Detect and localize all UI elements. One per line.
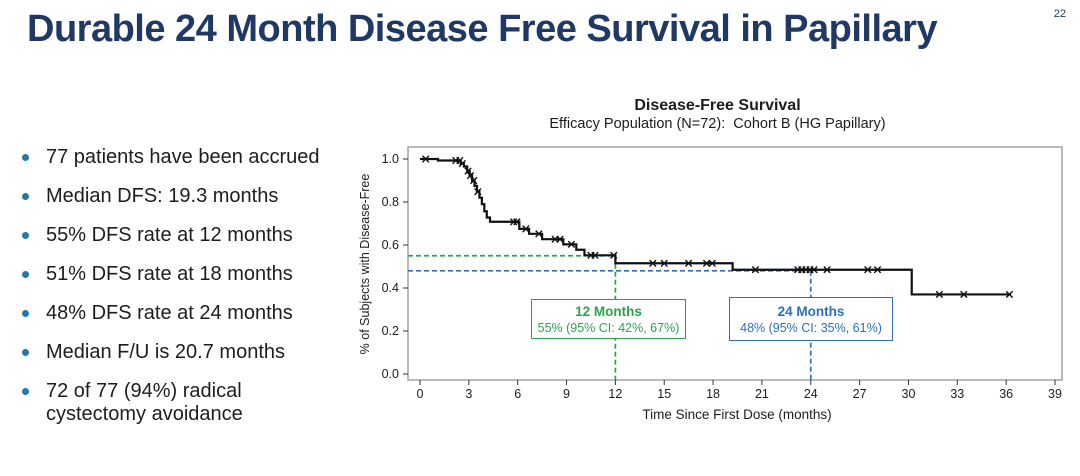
svg-text:3: 3 (465, 387, 472, 401)
svg-text:0.4: 0.4 (382, 281, 399, 295)
censor-marks (422, 155, 1014, 299)
svg-text:0.2: 0.2 (382, 324, 399, 338)
bullet-item: 77 patients have been accrued (20, 146, 340, 169)
svg-text:33: 33 (950, 387, 964, 401)
svg-text:39: 39 (1048, 387, 1062, 401)
plot-frame (407, 146, 1063, 381)
svg-text:15: 15 (657, 387, 671, 401)
page-number: 22 (1053, 8, 1066, 20)
svg-text:12: 12 (608, 387, 622, 401)
annotation-24-months-detail: 48% (95% CI: 35%, 61%) (740, 320, 882, 335)
svg-text:0.8: 0.8 (382, 195, 399, 209)
svg-text:6: 6 (514, 387, 521, 401)
chart-title: Disease-Free Survival (634, 97, 801, 114)
svg-text:27: 27 (853, 387, 867, 401)
annotation-24-months: 24 Months 48% (95% CI: 35%, 61%) (729, 297, 893, 341)
bullet-item: Median DFS: 19.3 months (20, 185, 340, 208)
bullet-list: 77 patients have been accrued Median DFS… (20, 146, 340, 442)
chart-subtitle: Efficacy Population (N=72): Cohort B (HG… (549, 116, 886, 132)
svg-text:18: 18 (706, 387, 720, 401)
x-axis-label: Time Since First Dose (months) (642, 407, 831, 422)
annotation-24-months-title: 24 Months (777, 303, 845, 319)
svg-text:0: 0 (417, 387, 424, 401)
annotation-12-months: 12 Months 55% (95% CI: 42%, 67%) (531, 299, 686, 339)
y-axis-label: % of Subjects with Disease-Free (358, 174, 372, 355)
svg-text:30: 30 (902, 387, 916, 401)
svg-text:0.6: 0.6 (382, 238, 399, 252)
svg-text:21: 21 (755, 387, 769, 401)
svg-text:9: 9 (563, 387, 570, 401)
bullet-item: 51% DFS rate at 18 months (20, 263, 340, 286)
bullet-item: Median F/U is 20.7 months (20, 341, 340, 364)
svg-text:1.0: 1.0 (382, 152, 399, 166)
y-axis-ticks: 1.0 0.8 0.6 0.4 0.2 0.0 (382, 152, 408, 381)
svg-text:36: 36 (999, 387, 1013, 401)
x-axis-ticks: 0 3 6 9 12 15 18 21 24 27 30 33 36 39 (417, 380, 1062, 401)
annotation-12-months-title: 12 Months (575, 303, 642, 319)
bullet-item: 72 of 77 (94%) radical cystectomy avoida… (20, 380, 340, 426)
svg-text:24: 24 (804, 387, 818, 401)
bullet-item: 55% DFS rate at 12 months (20, 224, 340, 247)
km-survival-curve (420, 157, 1012, 296)
km-chart: Disease-Free Survival Efficacy Populatio… (355, 92, 1080, 444)
reference-dashed-lines (408, 254, 812, 380)
annotation-12-months-detail: 55% (95% CI: 42%, 67%) (537, 320, 680, 335)
svg-text:0.0: 0.0 (382, 367, 399, 381)
km-plot-svg: 0 3 6 9 12 15 18 21 24 27 30 33 36 39 1.00.80.60.40.2… (358, 146, 1063, 422)
slide-title: Durable 24 Month Disease Free Survival i… (27, 8, 938, 50)
bullet-item: 48% DFS rate at 24 months (20, 302, 340, 325)
